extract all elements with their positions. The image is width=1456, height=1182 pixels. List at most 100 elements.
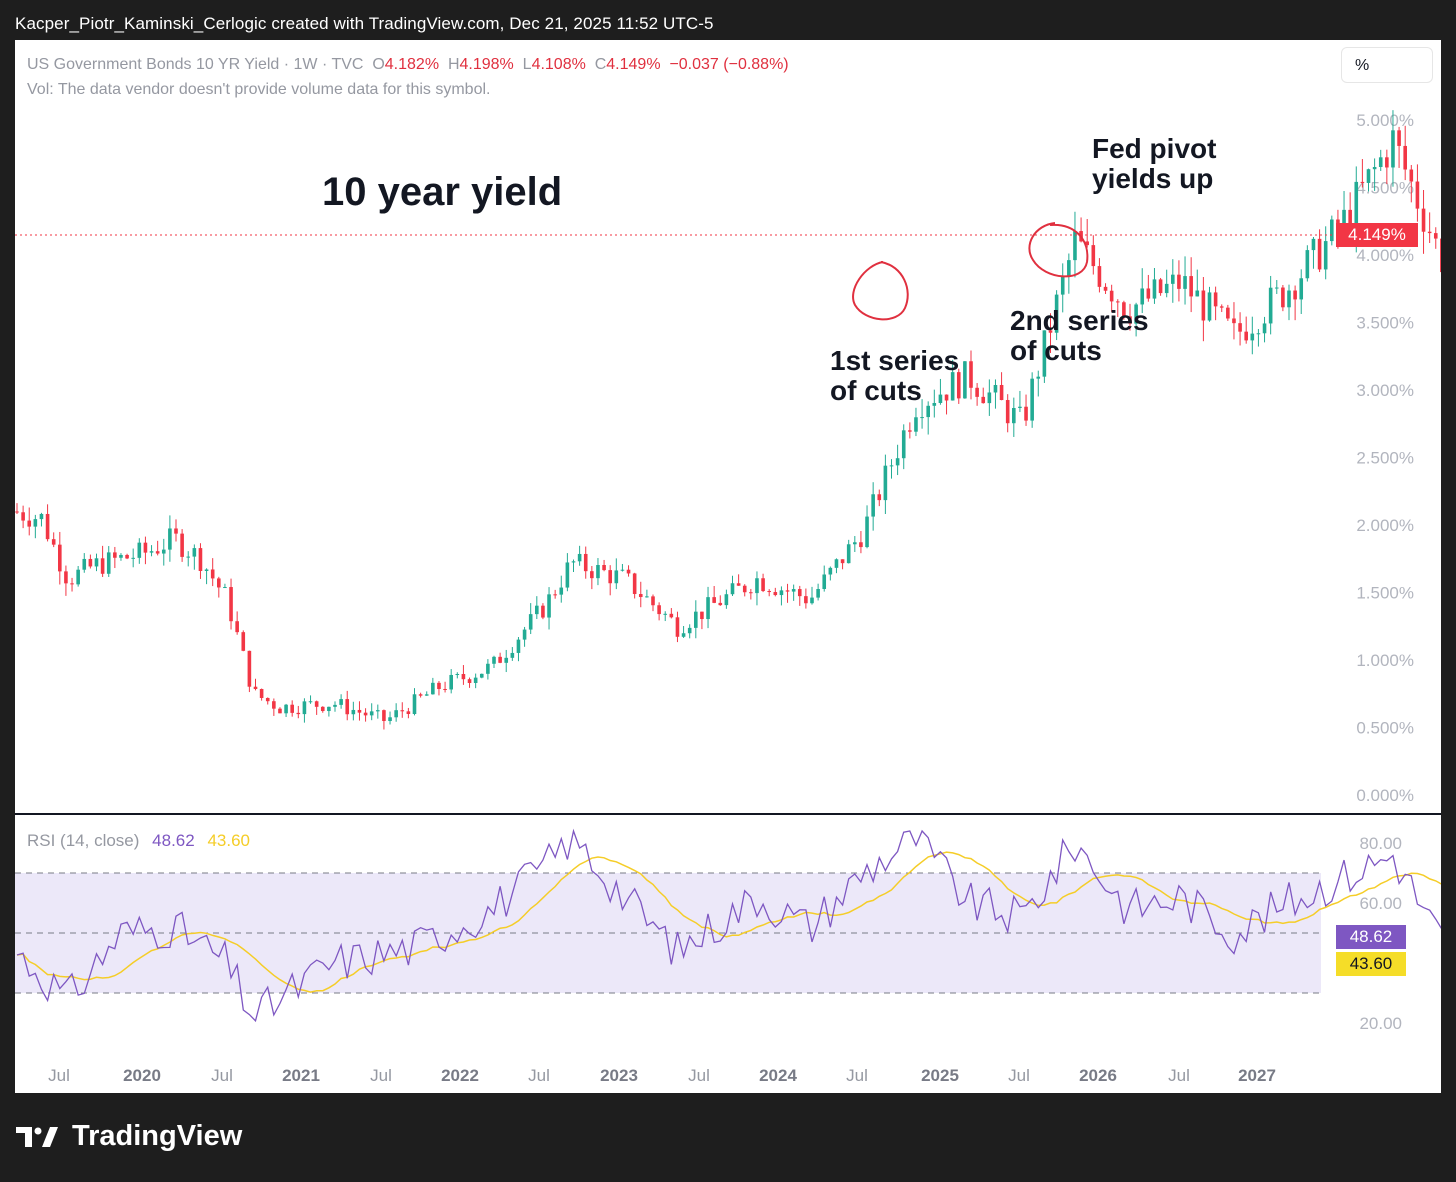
candle-body bbox=[161, 549, 166, 554]
candle-body bbox=[926, 405, 930, 418]
candle-body bbox=[932, 402, 937, 406]
candle-body bbox=[547, 594, 551, 618]
candle-body bbox=[229, 587, 233, 622]
candle-body bbox=[920, 417, 924, 419]
candle-body bbox=[1042, 330, 1047, 377]
price-tick-label: 0.000% bbox=[1356, 786, 1414, 805]
rsi-ma-value: 43.60 bbox=[207, 831, 250, 850]
candle-body bbox=[651, 596, 655, 606]
candle-body bbox=[694, 611, 698, 628]
candle-body bbox=[137, 542, 142, 558]
candle-body bbox=[1305, 250, 1310, 279]
candle-body bbox=[406, 711, 411, 715]
candle-body bbox=[1036, 376, 1041, 379]
candle-body bbox=[1299, 278, 1304, 300]
rsi-value: 48.62 bbox=[152, 831, 195, 850]
chart-canvas[interactable]: 5.000% 4.500% 4.000% 3.500% 3.000% 2.500% 2.00… bbox=[15, 40, 1441, 1093]
candle-body bbox=[149, 551, 154, 553]
candle-body bbox=[1146, 288, 1151, 299]
candle-body bbox=[1018, 406, 1022, 408]
rsi-band bbox=[15, 872, 1321, 994]
time-tick-label: 2022 bbox=[441, 1066, 479, 1085]
candle-body bbox=[1342, 209, 1346, 230]
candle-body bbox=[400, 710, 405, 712]
time-tick-label: Jul bbox=[211, 1066, 233, 1085]
candle-body bbox=[339, 699, 343, 705]
candle-body bbox=[1256, 333, 1261, 335]
candle-body bbox=[1311, 238, 1316, 251]
time-tick-label: 2027 bbox=[1238, 1066, 1276, 1085]
candle-body bbox=[583, 553, 588, 572]
candle-body bbox=[1219, 306, 1224, 308]
candle-body bbox=[846, 544, 851, 564]
candle-body bbox=[859, 542, 863, 548]
second-cuts-circle bbox=[1028, 222, 1089, 278]
candle-body bbox=[1024, 406, 1028, 421]
pane-divider[interactable] bbox=[15, 813, 1441, 815]
candle-body bbox=[21, 512, 25, 521]
candle-body bbox=[198, 548, 203, 571]
candle-body bbox=[889, 465, 894, 467]
candle-body bbox=[253, 686, 258, 690]
price-tick-label: 3.000% bbox=[1356, 381, 1414, 400]
percent-scale-toggle[interactable]: % bbox=[1341, 47, 1433, 83]
candle-body bbox=[773, 592, 778, 596]
price-tick-label: 2.500% bbox=[1356, 449, 1414, 468]
open-label: O bbox=[372, 56, 385, 73]
annotation-fed-pivot: Fed pivot yields up bbox=[1092, 133, 1217, 194]
candle-body bbox=[363, 712, 368, 716]
low-label: L bbox=[522, 56, 532, 73]
candle-body bbox=[1403, 145, 1407, 170]
candle-body bbox=[278, 708, 282, 714]
close-value: 4.149% bbox=[606, 56, 661, 73]
candle-body bbox=[804, 596, 808, 604]
time-tick-label: Jul bbox=[48, 1066, 70, 1085]
candle-body bbox=[100, 558, 105, 574]
rsi-tick-label: 20.00 bbox=[1359, 1014, 1402, 1033]
candle-body bbox=[1140, 288, 1145, 305]
candle-body bbox=[687, 627, 692, 634]
candle-body bbox=[1330, 219, 1334, 242]
chart-panel[interactable]: 5.000% 4.500% 4.000% 3.500% 3.000% 2.500% 2.00… bbox=[15, 40, 1441, 1093]
candle-body bbox=[865, 516, 869, 548]
candle-body bbox=[669, 613, 674, 618]
candle-body bbox=[1372, 166, 1377, 170]
rsi-tick-label: 80.00 bbox=[1359, 834, 1402, 853]
candle-body bbox=[369, 711, 374, 716]
price-tick-label: 1.500% bbox=[1356, 584, 1414, 603]
candle-body bbox=[1201, 290, 1206, 321]
candle-body bbox=[376, 710, 380, 712]
price-tick-label: 5.000% bbox=[1356, 111, 1414, 130]
candle-body bbox=[437, 682, 441, 690]
candle-body bbox=[761, 578, 765, 592]
candle-body bbox=[767, 591, 771, 593]
candle-body bbox=[749, 592, 753, 594]
candle-body bbox=[88, 558, 93, 567]
open-value: 4.182% bbox=[384, 56, 440, 73]
candle-body bbox=[828, 567, 833, 575]
candle-body bbox=[443, 689, 447, 691]
candle-body bbox=[1378, 157, 1383, 167]
candle-body bbox=[119, 554, 123, 558]
candle-body bbox=[559, 587, 564, 595]
candle-body bbox=[418, 694, 423, 696]
first-cuts-circle bbox=[852, 261, 909, 321]
candle-body bbox=[510, 652, 515, 658]
candle-body bbox=[449, 674, 453, 690]
candlestick-series bbox=[15, 110, 1441, 730]
candle-body bbox=[1366, 169, 1371, 183]
candle-body bbox=[944, 394, 949, 401]
candle-body bbox=[235, 621, 239, 633]
candle-body bbox=[816, 588, 820, 598]
candle-body bbox=[1274, 287, 1279, 289]
candle-body bbox=[712, 597, 716, 603]
candle-body bbox=[956, 372, 961, 399]
candle-body bbox=[1085, 241, 1089, 246]
last-price-tag: 4.149% bbox=[1336, 223, 1418, 247]
candle-body bbox=[1287, 290, 1291, 308]
time-tick-label: 2021 bbox=[282, 1066, 320, 1085]
candle-body bbox=[259, 689, 264, 698]
candle-body bbox=[785, 590, 790, 592]
candle-body bbox=[895, 458, 900, 466]
candle-body bbox=[1073, 231, 1077, 261]
